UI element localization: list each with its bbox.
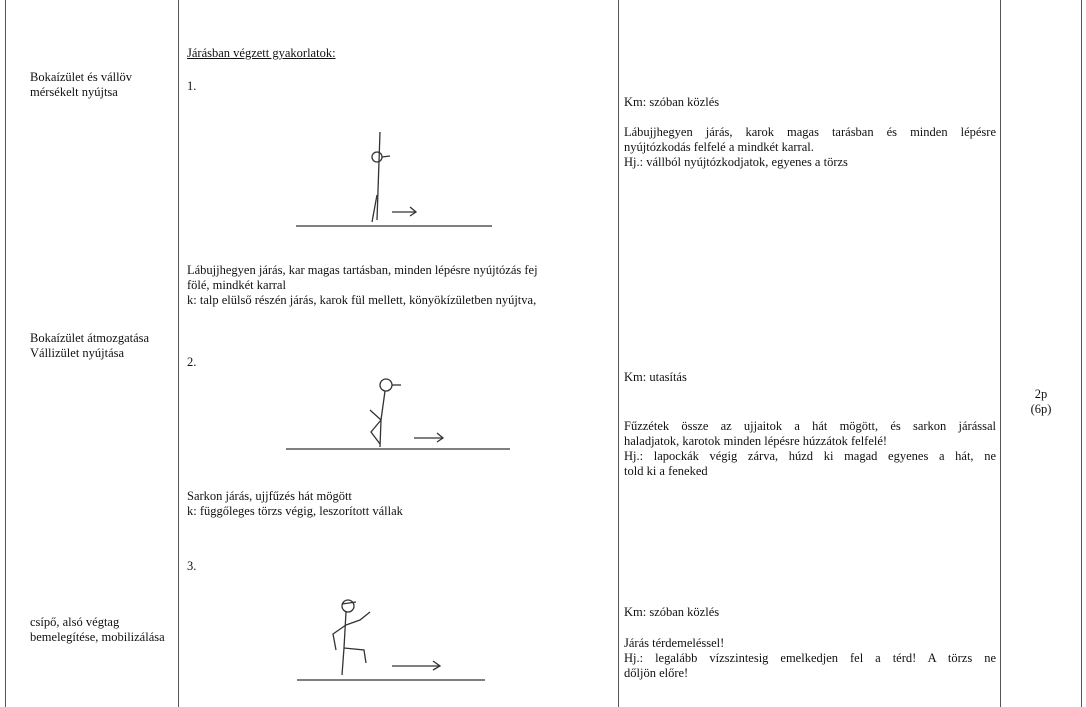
border [178, 0, 179, 707]
figure-3 [297, 599, 485, 681]
figure-2 [286, 378, 510, 450]
description: Hj.: legalább vízszintesig emelkedjen fe… [624, 651, 996, 665]
exercise-number: 2. [187, 355, 197, 369]
description: dőljön előre! [624, 666, 689, 680]
heading: Járásban végzett gyakorlatok: [187, 46, 336, 60]
goal: mérsékelt nyújtsa [30, 85, 118, 99]
time: 2p [1034, 387, 1048, 401]
goal: Bokaízület és vállöv [30, 70, 133, 84]
description: Lábujjhegyen járás, karok magas tarásban… [624, 125, 996, 139]
exercise-text: fölé, mindkét karral [187, 278, 286, 292]
description: Járás térdemeléssel! [624, 636, 725, 650]
border [5, 0, 6, 707]
exercise-text: Lábujjhegyen járás, kar magas tartásban,… [187, 263, 538, 277]
exercise-number: 1. [187, 79, 197, 93]
description: Hj.: lapockák végig zárva, húzd ki magad… [624, 449, 996, 463]
description: nyújtózkodás felfelé a mindkét karral. [624, 140, 814, 154]
exercise-text: k: talp elülső részén járás, karok fül m… [187, 293, 537, 307]
method: Km: szóban közlés [624, 605, 720, 619]
time: (6p) [1030, 402, 1052, 416]
method: Km: utasítás [624, 370, 687, 384]
goal: csípő, alsó végtag [30, 615, 120, 629]
border [618, 0, 619, 707]
exercise-number: 3. [187, 559, 197, 573]
figure-1 [296, 131, 492, 227]
goal: Vállizület nyújtása [30, 346, 125, 360]
description: haladjatok, karotok minden lépésre húzzá… [624, 434, 888, 448]
description: Fűzzétek össze az ujjaitok a hát mögött,… [624, 419, 996, 433]
description: told ki a feneked [624, 464, 708, 478]
goal: Bokaízület átmozgatása [30, 331, 150, 345]
goal: bemelegítése, mobilizálása [30, 630, 165, 644]
exercise-text: Sarkon járás, ujjfűzés hát mögött [187, 489, 352, 503]
border [1000, 0, 1001, 707]
method: Km: szóban közlés [624, 95, 720, 109]
description: Hj.: vállból nyújtózkodjatok, egyenes a … [624, 155, 848, 169]
exercise-text: k: függőleges törzs végig, leszorított v… [187, 504, 403, 518]
border [1081, 0, 1082, 707]
